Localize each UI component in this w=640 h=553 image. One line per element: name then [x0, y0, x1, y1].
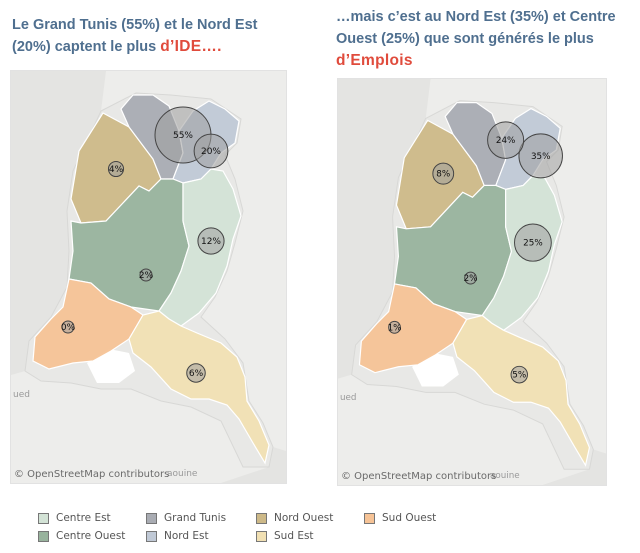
bubble-nord-ouest[interactable]	[107, 160, 125, 178]
bubble-label: 5%	[512, 371, 526, 381]
right-headline-line1: …mais c’est au Nord Est (35%) et Centre	[336, 9, 616, 25]
bubble-sud-ouest[interactable]	[388, 320, 401, 334]
basemap-label: aouine	[490, 471, 520, 481]
legend-item[interactable]: Nord Est	[146, 530, 209, 542]
bubble-label: 25%	[523, 239, 542, 249]
legend-item[interactable]: Centre Ouest	[38, 530, 125, 542]
map-credit[interactable]: © OpenStreetMap contributors	[341, 471, 497, 482]
bubble-grand-tunis[interactable]	[487, 121, 525, 159]
bubble-label: 4%	[109, 165, 124, 175]
ide-map-canvas: ued aouine 55% 20% 12% 6% 4% 2% 0%	[11, 71, 286, 483]
region-sud-est[interactable]	[128, 310, 270, 465]
emplois-map-canvas: ued aouine 35% 25% 24% 8% 5% 2% 1%	[338, 79, 606, 485]
bubble-label: 55%	[173, 131, 193, 141]
legend-swatch	[38, 530, 49, 542]
bubble-centre-ouest[interactable]	[514, 223, 552, 262]
legend-label: Sud Est	[274, 530, 314, 542]
basemap-label: ued	[340, 393, 357, 403]
right-headline-line2: Ouest (25%) que sont générés le plus	[336, 31, 594, 47]
bubble-label: 0%	[61, 323, 76, 333]
region-sud-ouest[interactable]	[32, 278, 144, 370]
emplois-map[interactable]: ued aouine 35% 25% 24% 8% 5% 2% 1% © OpenStreetM…	[337, 78, 607, 486]
legend-label: Centre Ouest	[56, 530, 126, 542]
bubble-label: 2%	[464, 274, 478, 284]
bubble-label: 35%	[531, 152, 550, 162]
basemap-label: aouine	[167, 469, 198, 479]
map-geometry: ued aouine 55% 20% 12% 6% 4% 2% 0%	[11, 71, 286, 483]
legend-label: Nord Ouest	[274, 512, 334, 524]
bubble-nord-ouest[interactable]	[432, 162, 455, 185]
left-headline: Le Grand Tunis (55%) et le Nord Est (20%…	[12, 14, 312, 58]
bubble-label: 6%	[189, 369, 204, 379]
left-headline-line2: (20%) captent le plus d’IDE….	[12, 36, 312, 58]
legend-item[interactable]: Sud Est	[256, 530, 314, 542]
libya-land	[542, 449, 606, 485]
legend-swatch	[256, 512, 267, 524]
bubble-sud-ouest[interactable]	[61, 320, 75, 334]
right-headline-accent: d’Emplois	[336, 52, 413, 69]
ide-map[interactable]: ued aouine 55% 20% 12% 6% 4% 2% 0% © OpenStreetM…	[10, 70, 287, 484]
legend-swatch	[146, 530, 157, 542]
legend-swatch	[256, 530, 267, 542]
bubble-sud-est[interactable]	[186, 363, 206, 383]
legend-label: Centre Est	[56, 512, 111, 524]
bubble-label: 2%	[139, 271, 154, 281]
legend-label: Grand Tunis	[164, 512, 227, 524]
bubble-nord-est[interactable]	[193, 133, 229, 169]
right-headline: …mais c’est au Nord Est (35%) et Centre …	[336, 6, 626, 72]
bubble-label: 1%	[388, 323, 402, 333]
bubble-centre-est[interactable]	[464, 271, 477, 285]
legend-label: Sud Ouest	[382, 512, 437, 524]
bubble-label: 20%	[201, 147, 221, 157]
left-headline-accent: d’IDE….	[160, 38, 222, 55]
legend-item[interactable]: Grand Tunis	[146, 512, 226, 524]
region-sud-ouest[interactable]	[358, 283, 468, 374]
bubble-centre-est[interactable]	[197, 227, 225, 255]
legend-item[interactable]: Centre Est	[38, 512, 111, 524]
left-headline-line2-text: (20%) captent le plus	[12, 39, 161, 55]
legend-swatch	[364, 512, 375, 524]
bubble-label: 8%	[436, 170, 450, 180]
legend-item[interactable]: Nord Ouest	[256, 512, 333, 524]
legend-swatch	[146, 512, 157, 524]
bubble-sud-est[interactable]	[510, 365, 528, 384]
legend-swatch	[38, 512, 49, 524]
bubble-label: 12%	[201, 237, 221, 247]
left-headline-line1: Le Grand Tunis (55%) et le Nord Est	[12, 17, 258, 33]
legend-label: Nord Est	[164, 530, 209, 542]
map-credit[interactable]: © OpenStreetMap contributors	[14, 469, 170, 480]
map-geometry: ued aouine 35% 25% 24% 8% 5% 2% 1%	[338, 79, 606, 485]
libya-land	[221, 447, 286, 483]
region-sud-est[interactable]	[452, 314, 591, 467]
bubble-nord-est[interactable]	[518, 133, 563, 179]
legend-item[interactable]: Sud Ouest	[364, 512, 436, 524]
basemap-label: ued	[13, 390, 30, 400]
bubble-centre-ouest[interactable]	[139, 268, 153, 282]
region-legend: Centre Est Grand Tunis Nord Ouest Sud Ou…	[38, 508, 558, 548]
bubble-label: 24%	[496, 136, 515, 146]
